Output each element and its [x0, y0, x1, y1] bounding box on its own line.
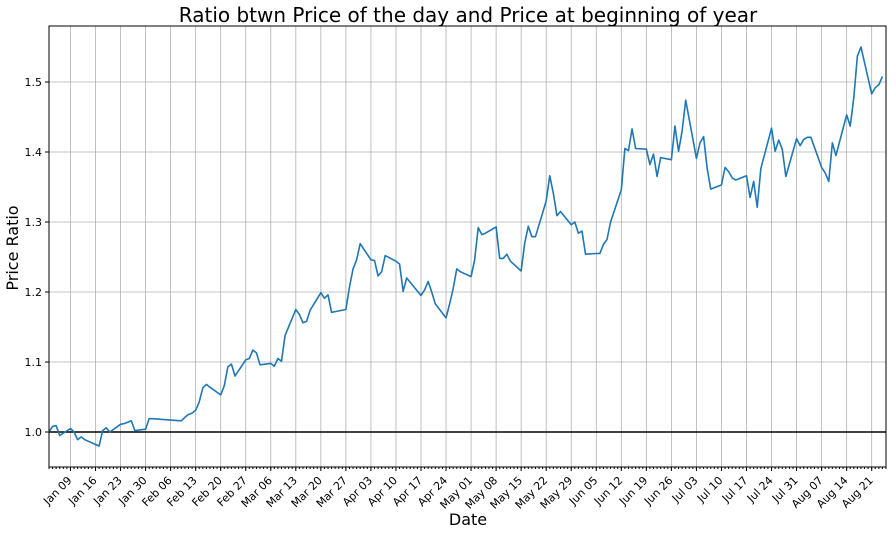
x-tick-label: Jul 24	[744, 474, 776, 506]
x-tick-label: Jul 17	[719, 474, 751, 506]
y-tick-label: 1.5	[25, 76, 43, 89]
y-tick-label: 1.0	[25, 426, 43, 439]
y-axis-title: Price Ratio	[3, 205, 22, 290]
x-tick-label: Jul 10	[694, 474, 726, 506]
y-axis: 1.0 1.1 1.2 1.3 1.4 1.5	[25, 76, 49, 439]
y-tick-label: 1.2	[25, 286, 43, 299]
y-tick-label: 1.1	[25, 356, 43, 369]
series-line	[48, 46, 884, 447]
x-tick-label: Jul 03	[669, 474, 701, 506]
grid	[49, 26, 886, 467]
chart-title: Ratio btwn Price of the day and Price at…	[179, 3, 758, 27]
x-axis-title: Date	[449, 510, 487, 529]
y-tick-label: 1.3	[25, 216, 43, 229]
plot-frame	[48, 25, 887, 468]
y-tick-label: 1.4	[25, 146, 43, 159]
